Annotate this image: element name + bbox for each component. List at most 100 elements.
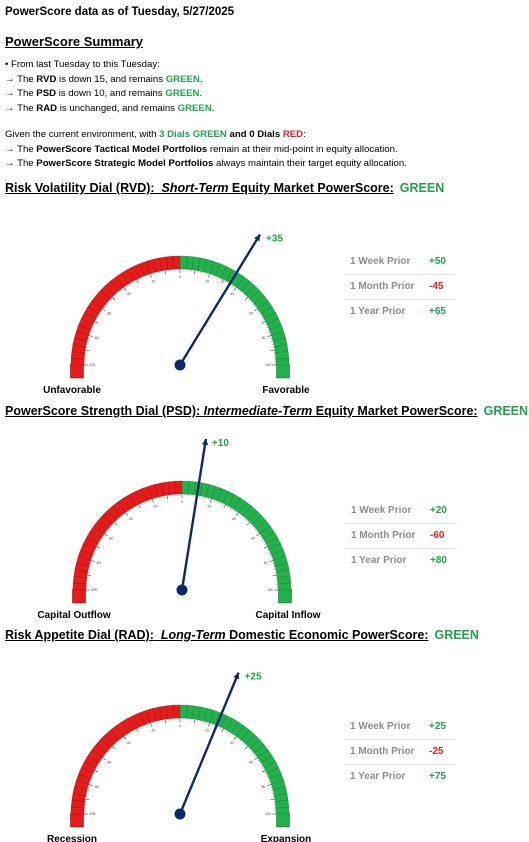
gauge-value-label: +10 [212, 438, 229, 449]
prior-label: 1 Week Prior [351, 505, 411, 516]
gauge-tick [222, 503, 223, 505]
gauge-tick [101, 760, 103, 761]
gauge-tick [245, 297, 248, 300]
gauge-tick [256, 534, 259, 536]
prior-value: +50 [429, 256, 446, 267]
gauge-tick [212, 724, 213, 726]
gauge-needle [180, 235, 260, 365]
prior-label: 1 Year Prior [351, 555, 406, 566]
gauge-tick [228, 731, 229, 733]
gauge-tick [116, 520, 117, 521]
gauge-tick [244, 518, 245, 520]
prior-separator [345, 523, 457, 524]
gauge-tick-label: -40 [126, 292, 131, 296]
gauge-tick [121, 738, 122, 740]
gauge-left-caption: Unfavorable [43, 385, 101, 396]
gauge-hub [177, 585, 188, 596]
prior-value: +20 [430, 505, 447, 516]
summary-intro: • From last Tuesday to this Tuesday: [5, 58, 214, 73]
gauge-tick [124, 287, 126, 290]
summary-line-psd: → The PSD is down 10, and remains GREEN. [5, 87, 214, 102]
gauge-tick [94, 770, 98, 772]
gauge-tick [139, 278, 140, 280]
gauge-tick [271, 350, 275, 351]
gauge-tick [266, 327, 268, 328]
prior-label: 1 Month Prior [350, 281, 414, 292]
gauge-segment [175, 481, 182, 494]
gauge-tick [141, 503, 142, 505]
gauge-tick-label: 100 [265, 812, 271, 816]
gauge-tick [110, 527, 112, 528]
gauge-tick [249, 299, 250, 300]
gauge-tick [126, 735, 127, 737]
gauge-tick [269, 560, 273, 561]
prior-separator [344, 274, 456, 275]
gauge-tick [114, 522, 117, 525]
gauge-tick [104, 534, 107, 536]
gauge-tick [98, 544, 100, 545]
gauge-tick-label: 100 [265, 363, 271, 367]
gauge-tick [96, 546, 100, 548]
gauge-tick [267, 335, 271, 336]
gauge-tick-label: 60 [249, 760, 253, 764]
gauge-tick [114, 744, 115, 745]
gauge-tick [147, 275, 148, 277]
gauge-tick [262, 319, 264, 320]
gauge-tick-label: 40 [230, 741, 234, 745]
prior-label: 1 Year Prior [350, 306, 405, 317]
gauge-tick [254, 306, 256, 307]
prior-value: +75 [429, 771, 446, 782]
gauge-tick [106, 304, 108, 305]
gauge-tick [208, 274, 209, 278]
gauge-tick-label: -80 [94, 336, 99, 340]
gauge-tick-label: -60 [106, 760, 111, 764]
gauge-tick [147, 724, 148, 726]
gauge-tick [126, 512, 128, 515]
gauge-segment [182, 481, 189, 494]
gauge-tick [155, 498, 156, 500]
gauge-tick [88, 787, 90, 788]
gauge-tick [106, 531, 108, 532]
gauge-tick [106, 753, 108, 754]
gauge-tick [133, 507, 134, 509]
gauge-tick [153, 722, 154, 724]
gauge-tick [235, 511, 236, 513]
prior-label: 1 Year Prior [350, 771, 405, 782]
gauge-tick-label: -60 [108, 536, 113, 540]
gauge-tick [88, 338, 90, 339]
gauge-tick [260, 536, 262, 537]
data-date-line: PowerScore data as of Tuesday, 5/27/2025 [5, 6, 234, 18]
prior-value: +65 [429, 306, 446, 317]
gauge-tick [267, 784, 271, 785]
gauge-tick-label: -20 [152, 505, 157, 509]
gauge-tick [194, 719, 195, 723]
gauge-tick [262, 770, 266, 772]
gauge-tick-label: -40 [128, 517, 133, 521]
gauge-right-base [277, 813, 290, 827]
gauge-tick [129, 284, 130, 286]
gauge-tick-label: 60 [251, 536, 255, 540]
gauge-tick [131, 509, 132, 511]
gauge-tick [270, 338, 272, 339]
gauge-tick [242, 293, 243, 295]
gauge-tick [131, 282, 132, 284]
gauge-tick [267, 330, 269, 331]
gauge-tick [129, 733, 130, 735]
gauge-tick-label: -20 [150, 729, 155, 733]
gauge-tick-label: 0 [181, 500, 183, 504]
gauge-tick [259, 763, 261, 764]
gauge-tick [238, 289, 239, 291]
prior-label: 1 Week Prior [350, 256, 410, 267]
gauge-tick [238, 738, 239, 740]
gauge-right-caption: Expansion [261, 834, 312, 842]
prior-value: -45 [429, 281, 443, 292]
gauge-tick [242, 742, 243, 744]
gauge-tick [91, 560, 95, 561]
gauge-tick [234, 287, 236, 290]
gauge-tick [85, 350, 89, 351]
gauge-tick [131, 731, 132, 733]
gauge-tick [134, 281, 135, 283]
gauge-tick [206, 273, 207, 275]
gauge-tick [240, 740, 241, 742]
